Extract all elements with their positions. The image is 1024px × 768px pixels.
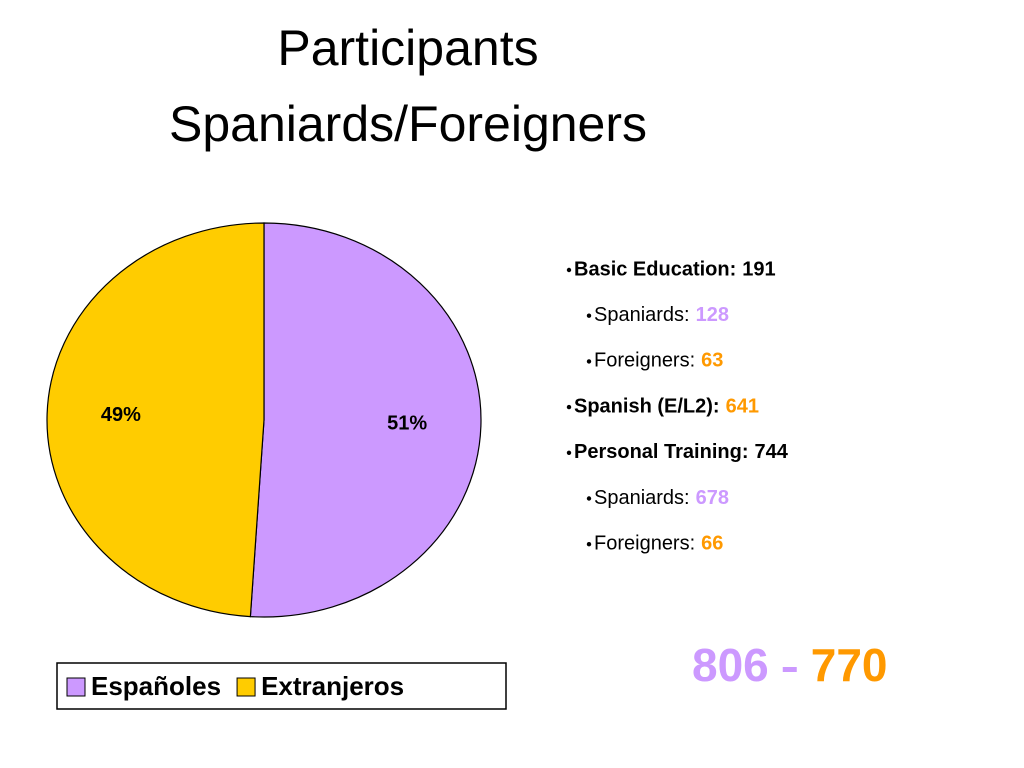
item-value: 66	[701, 532, 723, 554]
bullet	[586, 496, 592, 501]
legend-swatch	[66, 677, 86, 697]
slice-label: 49%	[101, 404, 141, 426]
pie-slice	[249, 222, 482, 618]
item-label: Spaniards:	[594, 304, 690, 326]
item-label: Spaniards:	[594, 487, 690, 509]
item-value: 63	[701, 350, 723, 372]
item-label: Foreigners:	[594, 532, 695, 554]
legend-swatch	[236, 677, 256, 697]
item-value: 128	[696, 304, 729, 326]
slice-label: 51%	[387, 412, 427, 434]
total-separator	[782, 667, 797, 672]
item-value: 191	[742, 258, 775, 280]
legend-label: Extranjeros	[261, 671, 404, 701]
pie-slice	[46, 222, 265, 618]
bullet	[566, 267, 572, 273]
legend-label: Españoles	[91, 671, 221, 701]
legend-box	[56, 662, 507, 710]
item-label: Basic Education:	[574, 258, 736, 280]
bullet	[566, 404, 572, 410]
item-label: Spanish (E/L2):	[574, 395, 720, 417]
title: Participants	[277, 20, 538, 76]
bullet	[566, 450, 572, 455]
item-value: 641	[726, 395, 759, 417]
bullet	[586, 313, 592, 318]
bullet	[586, 359, 592, 364]
item-label: Personal Training:	[574, 441, 748, 463]
item-label: Foreigners:	[594, 350, 695, 372]
total-foreigners: 770	[811, 639, 888, 691]
title: Spaniards/Foreigners	[169, 96, 647, 152]
item-value: 744	[754, 441, 788, 463]
total-spaniards: 806	[692, 639, 769, 691]
item-value: 678	[696, 487, 729, 509]
bullet	[586, 542, 592, 547]
